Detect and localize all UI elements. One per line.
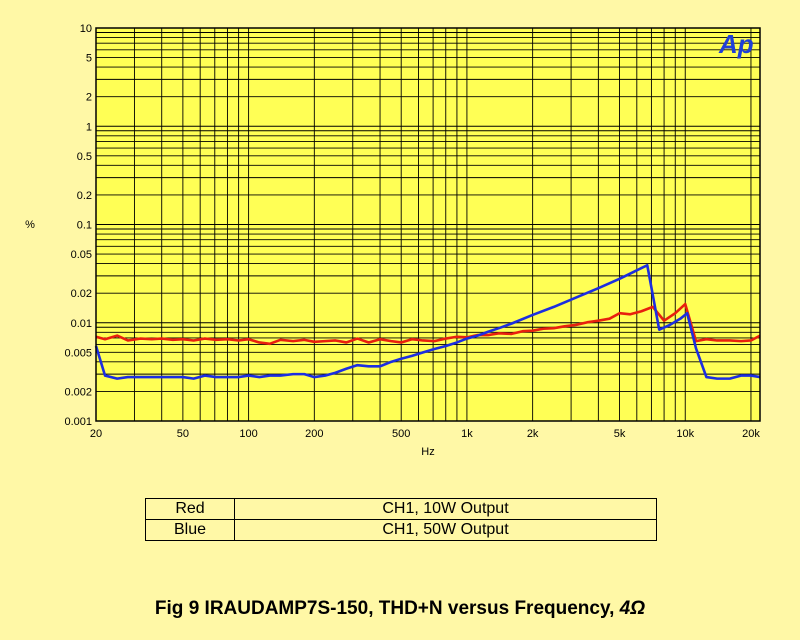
y-tick-label: 10 (80, 23, 92, 35)
y-tick-label: 0.5 (77, 151, 92, 163)
legend-key-blue: Blue (145, 519, 235, 541)
series-line-blue (94, 263, 761, 380)
series-layer (94, 263, 761, 380)
series-line-red (95, 302, 761, 346)
y-tick-labels: 10 5 2 1 0.5 0.2 0.1 0.05 0.02 0.01 0.005 0.002 0.00… (64, 23, 92, 428)
y-tick-label: 1 (86, 121, 92, 133)
y-tick-label: 0.02 (71, 288, 92, 300)
y-tick-label: 2 (86, 92, 92, 104)
y-tick-label: 0.1 (77, 220, 92, 232)
legend-desc-red: CH1, 10W Output (234, 498, 657, 520)
x-tick-label: 100 (239, 428, 257, 440)
y-tick-label: 0.005 (64, 347, 92, 359)
legend-table: Red CH1, 10W Output Blue CH1, 50W Output (145, 498, 657, 541)
caption-main: Fig 9 IRAUDAMP7S-150, THD+N versus Frequ… (154, 598, 620, 619)
ap-logo: Ap (718, 29, 754, 59)
thd-frequency-chart: 10 5 2 1 0.5 0.2 0.1 0.05 0.02 0.01 0.005 0.002 0.00… (25, 23, 761, 458)
y-tick-label: 0.05 (71, 249, 92, 261)
y-tick-label: 0.2 (77, 190, 92, 202)
y-tick-label: 0.002 (64, 386, 92, 398)
figure-caption: Fig 9 IRAUDAMP7S-150, THD+N versus Frequ… (0, 598, 800, 620)
plot-border (95, 27, 761, 422)
x-tick-label: 500 (392, 428, 410, 440)
x-tick-label: 5k (614, 428, 626, 440)
x-tick-label: 2k (527, 428, 539, 440)
x-tick-label: 20k (742, 428, 760, 440)
y-tick-label: 5 (86, 53, 92, 65)
x-tick-label: 10k (676, 428, 694, 440)
legend-row-blue: Blue CH1, 50W Output (145, 519, 657, 541)
x-tick-labels: 20 50 100 200 500 1k 2k 5k 10k 20k (90, 428, 760, 440)
x-tick-label: 50 (177, 428, 189, 440)
x-tick-label: 20 (90, 428, 102, 440)
legend-row-red: Red CH1, 10W Output (145, 498, 657, 520)
legend-desc-blue: CH1, 50W Output (234, 519, 657, 541)
y-tick-label: 0.001 (64, 416, 92, 428)
x-tick-label: 200 (305, 428, 323, 440)
y-tick-label: 0.01 (71, 318, 92, 330)
grid-lines (95, 28, 760, 422)
x-tick-label: 1k (461, 428, 473, 440)
y-axis-label: % (25, 219, 35, 231)
legend-key-red: Red (145, 498, 235, 520)
x-axis-label: Hz (421, 446, 434, 458)
caption-load: 4Ω (619, 598, 646, 619)
